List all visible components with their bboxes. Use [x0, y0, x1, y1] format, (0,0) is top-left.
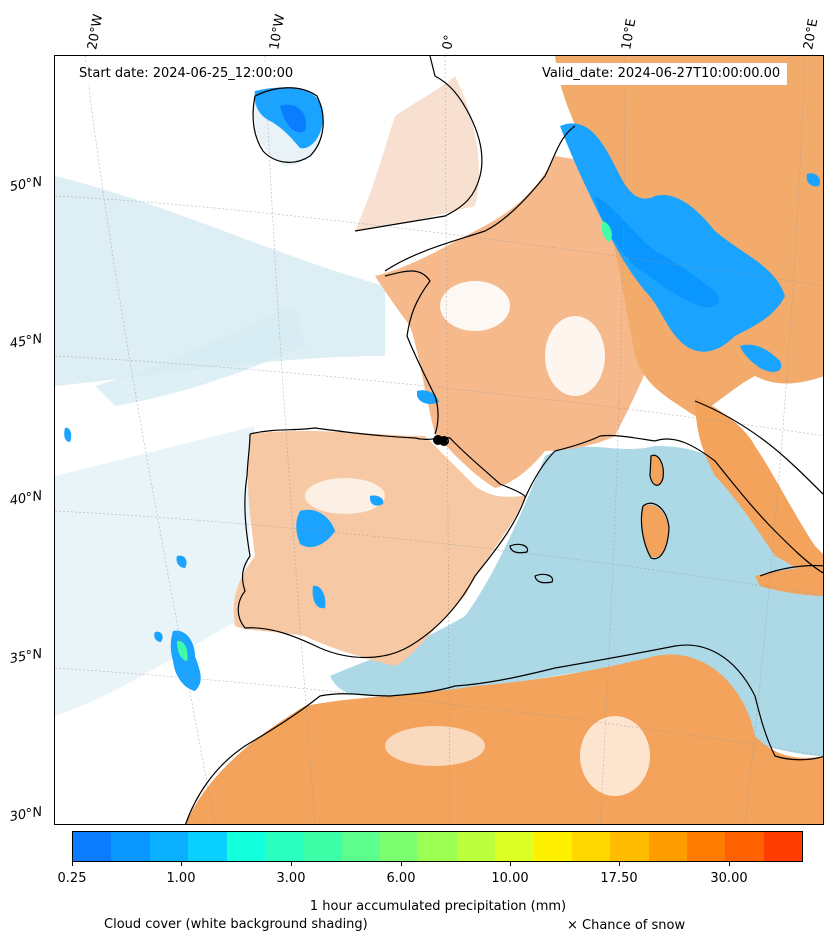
cloud-patch: [545, 316, 605, 396]
colorbar-segment: [418, 832, 457, 861]
coastlines: [185, 56, 823, 824]
colorbar-segment: [725, 832, 764, 861]
north-africa-land: [185, 654, 823, 824]
tick-mark: [291, 862, 292, 866]
sicily-land: [755, 567, 823, 596]
colorbar-segment: [456, 832, 496, 861]
uk-land: [355, 76, 479, 231]
tick-mark: [401, 862, 402, 866]
cloud-patch: [305, 478, 385, 514]
cloud-patch: [580, 716, 650, 796]
cloud-cover-note: Cloud cover (white background shading): [104, 917, 368, 932]
precip-azores-small: [176, 555, 187, 568]
coastline-sardinia: [640, 502, 670, 560]
colorbar-segment: [687, 832, 726, 861]
cloud-patch: [385, 726, 485, 766]
tick-mark: [510, 862, 511, 866]
precip-atlantic-isolated: [64, 427, 72, 442]
colorbar-segment: [73, 832, 112, 861]
italy-land: [695, 396, 823, 576]
colorbar-tick-label: 10.00: [491, 871, 529, 886]
precipitation-colorbar: [72, 831, 803, 862]
map-panel: [54, 55, 824, 825]
start-date-label: Start date: 2024-06-25_12:00:00: [72, 63, 301, 85]
tick-mark: [619, 862, 620, 866]
colorbar-tick-label: 1.00: [166, 871, 196, 886]
colorbar-segment: [264, 832, 304, 861]
lat-label-50n: 50°N: [8, 174, 44, 195]
lat-label-45n: 45°N: [8, 331, 44, 352]
coastline-iberia: [237, 427, 526, 659]
colorbar-segment: [533, 832, 572, 861]
lat-label-35n: 35°N: [8, 646, 44, 667]
coastline-north-africa: [185, 644, 823, 824]
coastline-italy: [654, 438, 823, 574]
coastline-italy-east: [694, 400, 823, 495]
sardinia-land: [641, 504, 669, 558]
lon-label-10e: 10°E: [619, 17, 640, 52]
corsica-land: [651, 455, 664, 486]
colorbar-segment: [380, 832, 419, 861]
precip-adriatic: [740, 344, 782, 372]
colorbar-segment: [188, 832, 227, 861]
iberia-land: [233, 430, 526, 666]
coastline-mallorca: [534, 573, 554, 584]
precipitation-cells: [64, 87, 821, 691]
colorbar-segment: [495, 832, 534, 861]
precip-bay-biscay: [417, 390, 439, 404]
precip-alps-band: [560, 123, 785, 352]
coastline-sicily: [759, 564, 823, 577]
colorbar-tick-label: 3.00: [276, 871, 306, 886]
colorbar-segment: [648, 832, 687, 861]
precip-alps-green: [601, 221, 612, 242]
precip-morocco-core: [177, 640, 188, 661]
colorbar-segment: [341, 832, 380, 861]
precip-germany-spot: [806, 173, 821, 187]
colorbar-label: 1 hour accumulated precipitation (mm): [309, 899, 567, 914]
snow-note: × Chance of snow: [567, 918, 686, 933]
cloud-patch: [440, 281, 510, 331]
colorbar-segment: [111, 832, 150, 861]
graticule: [55, 56, 823, 824]
colorbar-segment: [149, 832, 189, 861]
precip-ireland-core: [280, 104, 306, 133]
coastline-balearic: [509, 543, 529, 554]
precip-alps-core: [595, 196, 720, 308]
precip-spain-ne: [369, 495, 384, 506]
colorbar-segment: [226, 832, 265, 861]
lat-label-40n: 40°N: [8, 488, 44, 509]
coastline-france-west: [384, 270, 439, 435]
coastline-gb: [354, 56, 483, 232]
coastline-corsica: [649, 454, 664, 486]
colorbar-segment: [610, 832, 649, 861]
lon-label-0: 0°: [440, 33, 458, 51]
coastline-france-south: [524, 434, 656, 499]
colorbar-tick-label: 0.25: [57, 871, 87, 886]
precip-spain-center: [296, 509, 335, 548]
lon-label-20w: 20°W: [85, 13, 107, 52]
colorbar-tick-label: 30.00: [710, 871, 748, 886]
tick-mark: [729, 862, 730, 866]
colorbar-tick-label: 17.50: [600, 871, 638, 886]
colorbar-segment: [571, 832, 611, 861]
lat-label-30n: 30°N: [8, 804, 44, 825]
ocean-moisture-streak: [95, 306, 305, 406]
coastline-france-north: [384, 125, 576, 272]
ocean-moisture-band: [55, 176, 385, 386]
colorbar-segment: [763, 832, 803, 861]
map-canvas: [55, 56, 823, 824]
precip-gibraltar-small: [154, 631, 163, 642]
colorbar-tick-label: 6.00: [386, 871, 416, 886]
colorbar-segment: [303, 832, 342, 861]
precip-spain-south: [312, 585, 326, 609]
tick-mark: [181, 862, 182, 866]
lon-label-10w: 10°W: [267, 13, 289, 52]
atlantic-haze: [55, 426, 255, 716]
valid-date-label: Valid_date: 2024-06-27T10:00:00.00: [535, 63, 788, 85]
tick-mark: [72, 862, 73, 866]
coastline-ireland: [252, 87, 324, 163]
lon-label-20e: 20°E: [801, 17, 822, 52]
